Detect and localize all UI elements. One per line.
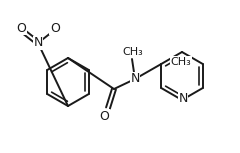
Text: N: N — [130, 73, 140, 86]
Text: O: O — [99, 110, 109, 123]
Text: O: O — [50, 22, 60, 34]
Text: CH₃: CH₃ — [123, 47, 143, 57]
Text: N: N — [33, 37, 43, 50]
Text: O: O — [16, 22, 26, 34]
Text: CH₃: CH₃ — [171, 57, 191, 67]
Text: N: N — [178, 91, 188, 104]
